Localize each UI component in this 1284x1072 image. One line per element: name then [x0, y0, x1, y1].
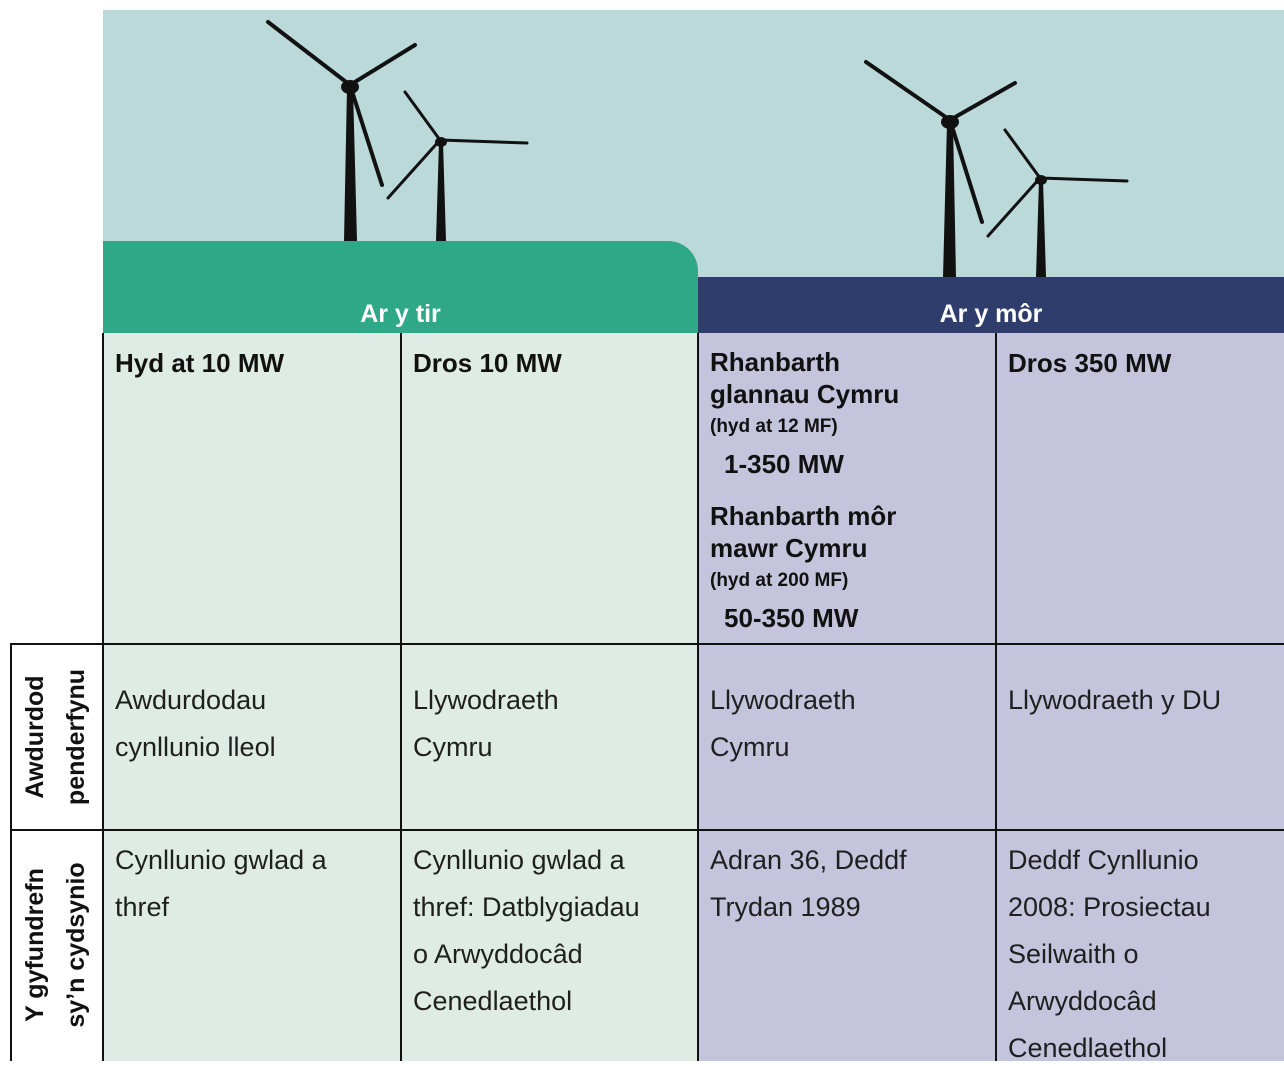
cell-line: 2008: Prosiectau	[1008, 884, 1211, 931]
grid-line	[995, 333, 997, 1061]
cell-line: Llywodraeth	[710, 677, 856, 724]
cell-line: thref: Datblygiadau	[413, 884, 640, 931]
column-title: Hyd at 10 MW	[115, 347, 284, 379]
table-cell: Awdurdodau cynllunio lleol	[103, 677, 276, 771]
cell-line: Cymru	[413, 724, 559, 771]
cell-line: Llywodraeth y DU	[1008, 677, 1221, 724]
column-title: Dros 10 MW	[413, 347, 562, 379]
cell-line: Llywodraeth	[413, 677, 559, 724]
cell-line: Adran 36, Deddf	[710, 837, 907, 884]
table-cell: Cynllunio gwlad a thref	[103, 837, 327, 931]
table-cell: Adran 36, Deddf Trydan 1989	[698, 837, 907, 931]
cell-line: Cenedlaethol	[1008, 1025, 1211, 1072]
cell-line: Cenedlaethol	[413, 978, 640, 1025]
region-name: mawr Cymru	[710, 532, 899, 564]
row-label: Awdurdod	[21, 675, 49, 798]
grid-line	[400, 333, 402, 1061]
cell-line: Arwyddocâd	[1008, 978, 1211, 1025]
row-label: penderfynu	[62, 669, 90, 805]
column-regions: Rhanbarth glannau Cymru (hyd at 12 MF) 1…	[710, 346, 899, 638]
cell-line: Awdurdodau	[115, 677, 276, 724]
table-cell: Llywodraeth y DU	[996, 677, 1221, 724]
table-cell: Deddf Cynllunio 2008: Prosiectau Seilwai…	[996, 837, 1211, 1072]
table-cell: Llywodraeth Cymru	[401, 677, 559, 771]
row-labels: Awdurdod penderfynu Y gyfundrefn sy’n cy…	[0, 0, 103, 1061]
row-label: Y gyfundrefn	[21, 868, 49, 1022]
group-label: Ar y môr	[698, 294, 1284, 334]
region-name: Rhanbarth môr	[710, 500, 899, 532]
region-name: glannau Cymru	[710, 378, 899, 410]
cell-line: thref	[115, 884, 327, 931]
table-cell: Cynllunio gwlad a thref: Datblygiadau o …	[401, 837, 640, 1025]
cell-line: Seilwaith o	[1008, 931, 1211, 978]
grid-line	[697, 333, 699, 1061]
cell-line: o Arwyddocâd	[413, 931, 640, 978]
row-label: sy’n cydsynio	[62, 862, 90, 1027]
grid-line	[10, 643, 12, 1061]
region-limit: (hyd at 200 MF)	[710, 564, 899, 598]
column-title: Dros 350 MW	[1008, 347, 1171, 379]
table-cell: Llywodraeth Cymru	[698, 677, 856, 771]
page: Ar y tir Ar y môr Hyd at 10 MW Dros 10 M…	[0, 0, 1284, 1061]
region-name: Rhanbarth	[710, 346, 899, 378]
region-range: 1-350 MW	[710, 444, 899, 484]
cell-line: Trydan 1989	[710, 884, 907, 931]
grid-line	[102, 333, 104, 1061]
region-range: 50-350 MW	[710, 598, 899, 638]
grid-line	[10, 643, 1284, 645]
cell-line: Cynllunio gwlad a	[115, 837, 327, 884]
region-limit: (hyd at 12 MF)	[710, 410, 899, 444]
cell-line: cynllunio lleol	[115, 724, 276, 771]
cell-line: Cynllunio gwlad a	[413, 837, 640, 884]
cell-line: Deddf Cynllunio	[1008, 837, 1211, 884]
group-label: Ar y tir	[103, 294, 698, 334]
grid-line	[10, 829, 1284, 831]
cell-line: Cymru	[710, 724, 856, 771]
